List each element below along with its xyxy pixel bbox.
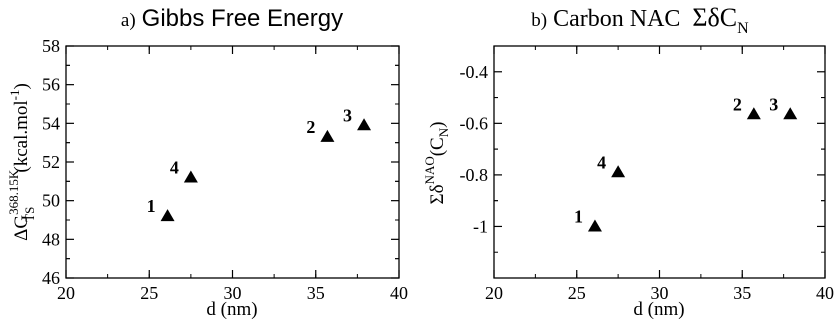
- ylabel-unit-post: ): [11, 83, 32, 89]
- title-text: Gibbs Free Energy: [142, 5, 343, 32]
- ylabel-sup: 368.15K: [6, 169, 21, 215]
- x-axis: 20 25 30 35 40: [57, 46, 408, 303]
- ylabel-base: Σδ: [427, 184, 448, 204]
- panel-label: b): [531, 10, 547, 31]
- data-point-triangle: [783, 107, 798, 120]
- point-label: 4: [170, 157, 179, 177]
- x-axis: 20 25 30 35 40: [485, 46, 834, 303]
- title-text: Carbon NAC: [553, 6, 680, 32]
- plot-frame: [493, 45, 826, 279]
- ylabel-unit-sup: -1: [7, 89, 22, 100]
- x-tick-label: 40: [390, 283, 408, 303]
- data-point-triangle: [183, 170, 198, 183]
- x-tick-label: 20: [485, 283, 503, 303]
- y-tick-label: -0.4: [460, 62, 489, 82]
- point-label: 1: [574, 206, 583, 226]
- ylabel-sub: N: [436, 127, 451, 137]
- data-point-triangle: [320, 129, 335, 142]
- x-tick-label: 40: [816, 283, 834, 303]
- data-point-triangle: [746, 107, 761, 120]
- ylabel-post: ): [427, 122, 448, 128]
- ylabel-pre: (C: [427, 137, 448, 156]
- y-tick-label: 58: [42, 36, 60, 56]
- x-tick-label: 35: [733, 283, 751, 303]
- y-axis-label: ΔG368.15KTS (kcal.mol-1): [6, 83, 37, 241]
- y-tick-label: 46: [42, 268, 60, 288]
- x-axis-label: d (nm): [633, 299, 684, 320]
- point-label: 2: [733, 94, 742, 114]
- ylabel-sub: TS: [22, 207, 37, 222]
- x-axis-label: d (nm): [206, 299, 257, 320]
- panel-a: 20 25 30 35 40 46 48 50 52 54 56 58 14 2 3 a) Gibbs F…: [6, 5, 408, 320]
- title-math-sub: N: [737, 20, 749, 37]
- x-tick-label: 20: [57, 283, 75, 303]
- data-point-triangle: [587, 219, 602, 232]
- panel-label: a): [121, 10, 136, 31]
- ylabel-base: ΔG: [11, 215, 32, 241]
- chart-title: b) Carbon NAC ΣδCN: [531, 3, 749, 37]
- y-tick-label: -0.6: [460, 113, 489, 133]
- data-point-triangle: [357, 118, 372, 131]
- y-axis-label: ΣδNAO(CN): [422, 122, 451, 205]
- y-tick-label: 50: [42, 191, 60, 211]
- plot-frame: [65, 45, 400, 279]
- point-label: 4: [597, 152, 606, 172]
- y-tick-label: 48: [42, 229, 60, 249]
- data-point-triangle: [611, 165, 626, 178]
- y-axis: 46 48 50 52 54 56 58: [42, 36, 399, 288]
- point-label: 3: [343, 105, 352, 125]
- y-axis: -1 -0.8 -0.6 -0.4: [460, 45, 825, 253]
- point-label: 2: [306, 117, 315, 137]
- point-label: 3: [769, 94, 778, 114]
- chart-title: a) Gibbs Free Energy: [121, 5, 343, 32]
- y-tick-label: -1: [473, 216, 488, 236]
- y-tick-label: 56: [42, 75, 60, 95]
- data-point-triangle: [160, 209, 175, 222]
- title-math-base: ΣδC: [692, 3, 737, 32]
- y-tick-label: 52: [42, 152, 60, 172]
- x-tick-label: 30: [224, 283, 242, 303]
- point-label: 1: [147, 196, 156, 216]
- data-points: 14 2 3: [147, 105, 372, 222]
- data-points: 1 4 2 3: [574, 94, 798, 232]
- y-tick-label: -0.8: [460, 165, 489, 185]
- ylabel-unit-pre: (kcal.mol: [11, 100, 32, 172]
- panel-b: 20 25 30 35 40 -1 -0.8 -0.6 -0.4 1 4 2 3 b) Carbon …: [422, 3, 834, 320]
- x-tick-label: 35: [307, 283, 325, 303]
- y-tick-label: 54: [42, 113, 60, 133]
- x-tick-label: 25: [140, 283, 158, 303]
- ylabel-sup: NAO: [422, 156, 437, 184]
- x-tick-label: 25: [568, 283, 586, 303]
- x-tick-label: 30: [651, 283, 669, 303]
